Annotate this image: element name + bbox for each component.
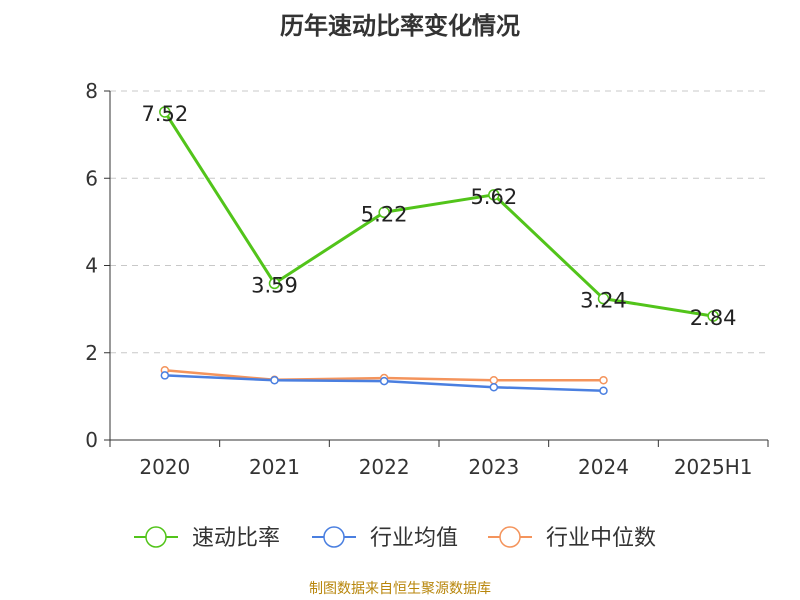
data-point	[489, 382, 499, 392]
data-point	[378, 206, 390, 219]
data-label: 7.52	[141, 102, 188, 126]
legend-label: 行业中位数	[546, 526, 656, 551]
x-tick-label: 2021	[249, 455, 300, 479]
x-tick-label: 2024	[578, 455, 629, 479]
legend-marker	[323, 526, 345, 548]
y-tick-label: 0	[85, 428, 98, 452]
x-tick-label: 2022	[359, 455, 410, 479]
legend-marker	[145, 526, 167, 548]
grid-lines	[110, 90, 768, 354]
data-point	[159, 106, 171, 118]
data-label: 2.84	[690, 306, 737, 330]
axes: 0 2 4 6 8 2020 2021 2022 2023 2024 2025H1	[85, 79, 769, 479]
x-tick-label: 2025H1	[674, 455, 753, 479]
data-point	[599, 375, 608, 385]
y-tick-label: 8	[85, 79, 98, 103]
data-label: 5.22	[361, 202, 408, 226]
x-tick-label: 2020	[139, 455, 190, 479]
data-point	[160, 371, 170, 380]
series-lines	[159, 106, 719, 395]
data-point	[488, 189, 500, 201]
series-line	[163, 111, 714, 318]
legend-label: 速动比率	[192, 526, 280, 551]
legend-label: 行业均值	[370, 526, 458, 551]
y-tick-label: 4	[85, 254, 98, 278]
legend-marker	[499, 526, 521, 548]
source-note: 制图数据来自恒生聚源数据库	[309, 581, 491, 597]
data-point	[379, 376, 389, 386]
data-point	[268, 277, 281, 290]
legend: 速动比率 行业均值 行业中位数	[134, 526, 656, 551]
x-tick-label: 2023	[468, 455, 519, 479]
data-point	[597, 292, 610, 305]
y-tick-label: 6	[85, 166, 98, 190]
data-point	[707, 310, 719, 322]
y-tick-label: 2	[85, 341, 98, 365]
data-labels: 7.52 3.59 5.22 5.62 3.24 2.84	[141, 102, 736, 330]
data-point	[270, 375, 279, 385]
data-label: 3.24	[580, 289, 627, 313]
data-point	[489, 375, 499, 385]
data-label: 3.59	[251, 273, 298, 297]
chart-title: 历年速动比率变化情况	[280, 12, 520, 40]
data-label: 5.62	[470, 185, 517, 209]
data-point	[599, 386, 608, 395]
